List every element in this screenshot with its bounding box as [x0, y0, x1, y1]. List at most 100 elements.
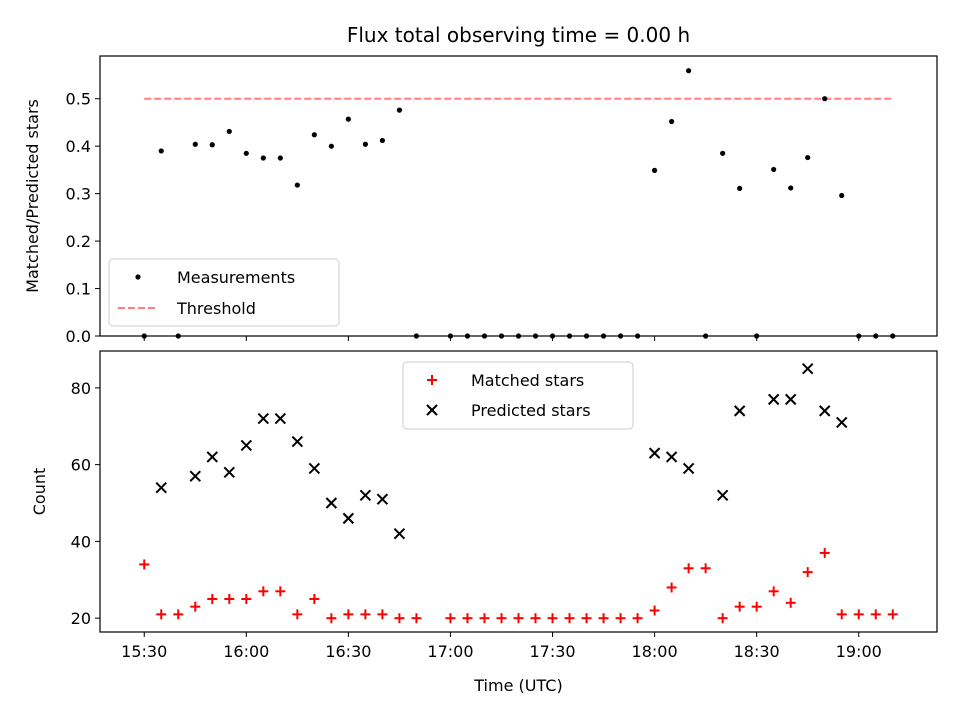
matched-star-point	[853, 609, 864, 620]
measurement-point	[822, 96, 828, 102]
measurement-point	[294, 182, 300, 188]
matched-star-point	[156, 609, 167, 620]
predicted-star-point	[767, 393, 780, 406]
measurement-point	[277, 155, 283, 161]
measurement-point	[686, 68, 692, 74]
predicted-star-point	[291, 435, 304, 448]
matched-star-point	[700, 563, 711, 574]
matched-star-point	[207, 593, 218, 604]
measurement-point	[328, 143, 334, 149]
matched-star-point	[615, 613, 626, 624]
measurement-point	[839, 192, 845, 199]
matched-star-point	[445, 613, 456, 624]
matched-star-point	[530, 613, 541, 624]
predicted-star-point	[802, 362, 814, 375]
top-y-tick-label: 0.3	[66, 185, 91, 204]
matched-star-point	[360, 609, 371, 620]
legend-matched-label: Matched stars	[471, 371, 584, 390]
x-tick-label: 15:30	[121, 642, 167, 661]
matched-star-point	[598, 613, 609, 624]
matched-star-point	[394, 613, 405, 624]
top-y-tick-label: 0.1	[66, 280, 91, 299]
predicted-star-point	[325, 497, 338, 509]
legend-threshold-label: Threshold	[176, 299, 256, 318]
chart-title: Flux total observing time = 0.00 h	[347, 23, 690, 47]
predicted-star-point	[274, 412, 287, 425]
matched-star-point	[666, 582, 677, 593]
matched-star-point	[564, 613, 575, 624]
measurement-point	[771, 166, 777, 173]
matched-star-point	[802, 567, 813, 578]
measurement-point	[158, 148, 164, 154]
top-axes-frame	[99, 55, 938, 337]
measurement-point	[345, 116, 351, 122]
predicted-star-point	[819, 405, 831, 417]
measurement-point	[311, 132, 317, 138]
matched-star-point	[836, 609, 847, 620]
top-legend: Measurements Threshold	[108, 258, 340, 327]
measurement-point	[260, 155, 266, 161]
x-tick-label: 18:30	[734, 642, 780, 661]
top-y-tick-label: 0.5	[66, 90, 91, 109]
matched-star-point	[751, 601, 762, 612]
matched-star-point	[224, 593, 235, 604]
x-tick-label: 17:30	[529, 642, 575, 661]
legend-measurements-label: Measurements	[177, 268, 295, 287]
bottom-axes-frame	[99, 350, 938, 633]
predicted-star-point	[240, 439, 253, 452]
predicted-star-point	[648, 447, 661, 459]
legend-measurements-marker	[135, 274, 141, 280]
matched-star-point	[377, 609, 388, 620]
bottom-legend-box	[402, 361, 634, 430]
matched-star-point	[275, 586, 286, 597]
matched-star-point	[768, 586, 779, 597]
top-legend-box	[108, 258, 340, 327]
top-y-tick-label: 0.4	[66, 137, 91, 156]
bottom-panel: 20 40 60 80 15:30 16:00 16:30 17:00 17:30 18:00 18…	[30, 350, 938, 695]
matched-star-point	[309, 593, 320, 604]
measurement-point	[209, 142, 215, 148]
predicted-star-point	[665, 451, 678, 463]
legend-matched-marker	[427, 375, 437, 385]
measurement-point	[192, 141, 198, 147]
matched-star-point	[479, 613, 490, 624]
predicted-star-point	[223, 466, 235, 479]
predicted-star-point	[155, 481, 167, 494]
top-panel: 0.0 0.1 0.2 0.3 0.4 0.5 Matched/Predicted star…	[23, 55, 938, 346]
measurement-point	[669, 118, 675, 125]
matched-star-point	[870, 609, 881, 620]
predicted-star-point	[682, 462, 695, 475]
matched-star-point	[139, 559, 150, 570]
x-axis-label: Time (UTC)	[473, 676, 562, 695]
matched-star-point	[241, 593, 252, 604]
bottom-legend: Matched stars Predicted stars	[402, 361, 634, 430]
matched-star-point	[190, 601, 201, 612]
measurement-point	[651, 167, 658, 173]
matched-star-point	[513, 613, 524, 624]
x-tick-label: 17:00	[427, 642, 473, 661]
predicted-star-point	[376, 493, 389, 505]
measurement-point	[737, 185, 743, 192]
measurement-point	[805, 154, 811, 161]
bottom-y-tick-label: 40	[71, 532, 91, 551]
matched-star-point	[496, 613, 507, 624]
measurement-point	[243, 150, 249, 156]
bottom-y-tick-label: 60	[71, 456, 91, 475]
predicted-star-point	[836, 416, 848, 429]
predicted-star-point	[189, 470, 201, 482]
measurement-point	[362, 141, 368, 147]
top-y-tick-label: 0.2	[66, 232, 91, 251]
bottom-y-tick-label: 20	[71, 609, 91, 628]
matched-star-point	[887, 609, 898, 620]
matched-star-point	[717, 613, 728, 624]
measurement-point	[720, 150, 726, 156]
bottom-y-tick-label: 80	[71, 379, 91, 398]
matched-star-point	[292, 609, 303, 620]
measurement-point	[379, 137, 386, 144]
predicted-star-point	[359, 489, 372, 502]
matched-star-point	[734, 601, 745, 612]
measurement-point	[788, 185, 794, 191]
matched-star-point	[547, 613, 558, 624]
predicted-star-point	[716, 489, 729, 502]
